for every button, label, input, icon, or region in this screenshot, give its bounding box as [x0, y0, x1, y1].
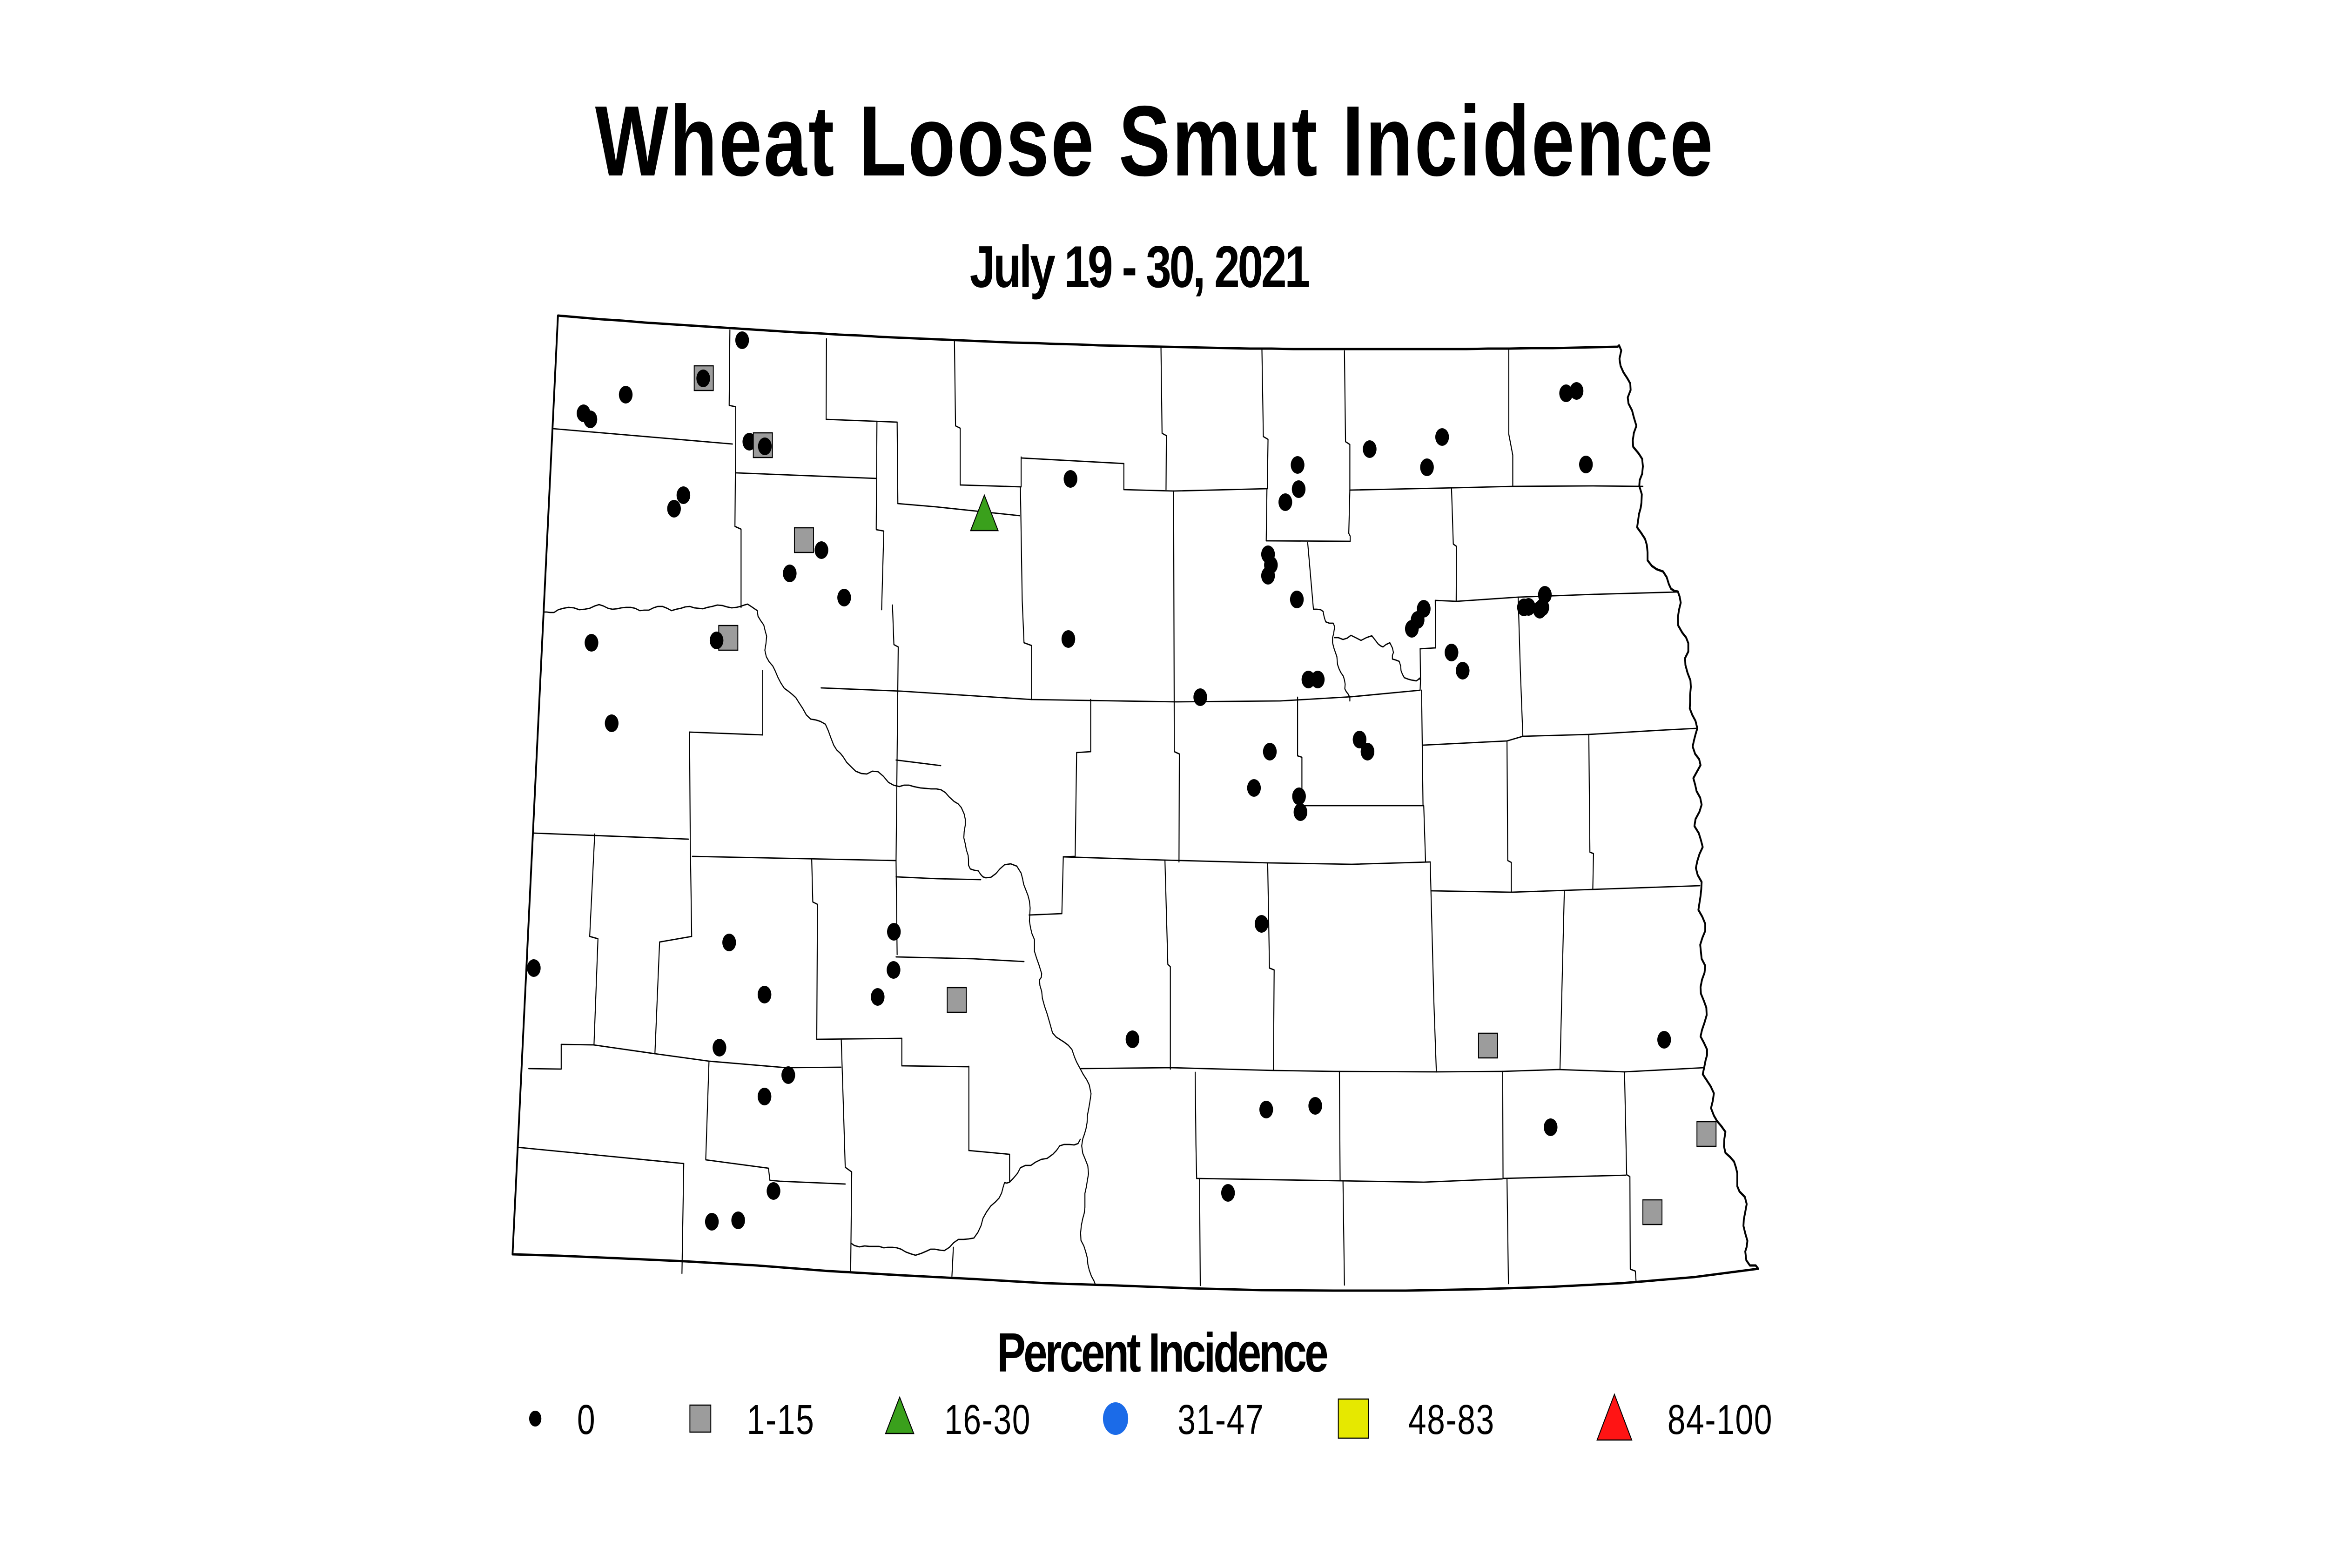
svg-text:31-47: 31-47 [1177, 1396, 1264, 1443]
svg-text:1-15: 1-15 [747, 1396, 815, 1443]
svg-text:48-83: 48-83 [1408, 1396, 1495, 1443]
svg-text:0: 0 [577, 1396, 596, 1443]
svg-text:Wheat Loose Smut Incidence: Wheat Loose Smut Incidence [595, 85, 1715, 196]
svg-text:84-100: 84-100 [1668, 1396, 1773, 1443]
svg-text:Percent Incidence: Percent Incidence [997, 1322, 1327, 1384]
svg-text:16-30: 16-30 [944, 1396, 1031, 1443]
svg-text:July 19 - 30, 2021: July 19 - 30, 2021 [970, 234, 1309, 300]
